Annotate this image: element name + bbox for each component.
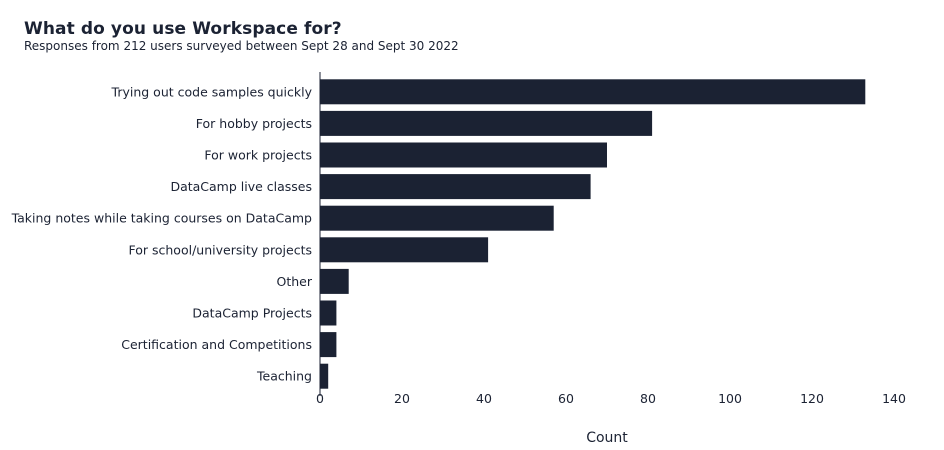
bar [320, 268, 349, 294]
category-label: For work projects [204, 148, 312, 163]
bar [320, 237, 489, 263]
x-tick-label: 60 [558, 391, 574, 406]
bar [320, 174, 591, 200]
bar [320, 363, 329, 389]
x-tick-labels: 0 20 40 60 80 100 120 140 [316, 391, 906, 406]
x-tick-label: 20 [394, 391, 410, 406]
category-label: Other [277, 274, 313, 289]
category-label: For school/university projects [129, 242, 313, 257]
bar [320, 110, 653, 136]
bar [320, 300, 337, 326]
x-tick-label: 40 [476, 391, 492, 406]
bar [320, 205, 554, 231]
x-tick-label: 140 [882, 391, 906, 406]
chart-title: What do you use Workspace for? [24, 19, 342, 39]
category-label: Certification and Competitions [121, 337, 312, 352]
x-axis-label: Count [586, 430, 628, 446]
category-label: Trying out code samples quickly [111, 84, 313, 99]
x-tick-label: 80 [640, 391, 656, 406]
x-tick-label: 120 [800, 391, 824, 406]
x-tick-label: 100 [718, 391, 742, 406]
category-label: For hobby projects [196, 116, 312, 131]
bar [320, 79, 866, 105]
category-label: DataCamp Projects [192, 306, 312, 321]
category-label: Taking notes while taking courses on Dat… [11, 211, 312, 226]
chart-subtitle: Responses from 212 users surveyed betwee… [24, 39, 459, 53]
bar [320, 142, 607, 168]
category-label: DataCamp live classes [170, 179, 312, 194]
bars-group [320, 79, 866, 389]
x-tick-label: 0 [316, 391, 324, 406]
bar [320, 332, 337, 358]
category-label: Teaching [256, 369, 312, 384]
category-labels: Trying out code samples quickly For hobby… [11, 84, 313, 383]
